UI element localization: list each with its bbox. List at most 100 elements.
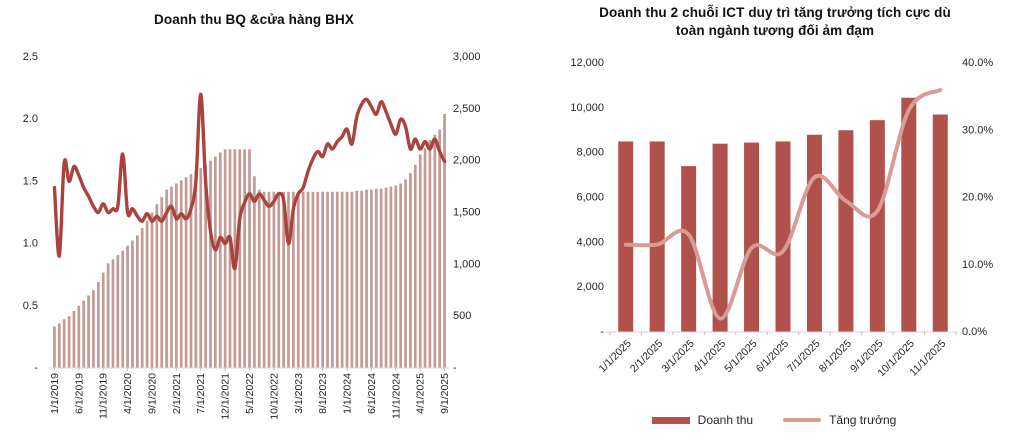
store-count-bar xyxy=(111,259,115,368)
store-count-bar xyxy=(140,228,144,368)
revenue-bar xyxy=(649,141,665,332)
ict-revenue-bars xyxy=(618,97,948,332)
store-count-bar xyxy=(62,319,66,368)
y-left-tick-label: 6,000 xyxy=(576,192,604,204)
x-tick-label: 3/1/2023 xyxy=(293,373,305,414)
y-right-tick-label: 30.0% xyxy=(962,124,993,136)
store-count-bar xyxy=(267,191,271,368)
x-tick-label: 9/1/2020 xyxy=(146,373,158,414)
store-count-bar xyxy=(443,114,446,369)
store-count-bar xyxy=(160,196,164,368)
x-tick-label: 9/1/2025 xyxy=(439,373,451,414)
y-left-tick-label: 4,000 xyxy=(576,236,604,248)
store-count-bar xyxy=(404,179,407,368)
y-left-tick-label: - xyxy=(600,326,604,338)
legend-label-doanh-thu: Doanh thu xyxy=(697,413,754,427)
store-count-bar xyxy=(238,149,242,368)
y-left-tick-label: 10,000 xyxy=(570,102,604,114)
store-count-bar xyxy=(370,189,373,368)
store-count-bar xyxy=(179,180,183,368)
store-count-bar xyxy=(379,188,383,368)
x-tick-label: 6/1/2025 xyxy=(754,338,791,375)
revenue-bar xyxy=(806,134,822,332)
bhx-store-bars xyxy=(53,114,446,369)
y-right-tick-label: 10.0% xyxy=(962,259,993,271)
store-count-bar xyxy=(433,134,437,368)
store-count-bar xyxy=(350,191,354,368)
x-axis-labels: 1/1/2019 6/1/2019 11/1/2019 4/1/2020 9/1/202… xyxy=(49,373,451,420)
revenue-bar xyxy=(901,97,917,332)
y-axis-left-labels: 12,000 10,000 8,000 6,000 4,000 2,000 - xyxy=(570,57,604,338)
store-count-bar xyxy=(311,191,315,368)
x-tick-label: 11/1/2024 xyxy=(390,373,402,419)
store-count-bar xyxy=(384,187,388,368)
x-tick-label: 11/1/2019 xyxy=(98,373,110,419)
x-axis-labels: 1/1/20252/1/20253/1/20254/1/20255/1/2025… xyxy=(596,338,948,380)
y-right-tick-label: 20.0% xyxy=(962,192,993,204)
x-tick-label: 4/1/2025 xyxy=(691,338,728,375)
store-count-bar xyxy=(374,188,378,368)
store-count-bar xyxy=(218,152,222,368)
revenue-bar xyxy=(681,166,697,332)
store-count-bar xyxy=(116,255,120,368)
y-left-tick-label: 0.5 xyxy=(23,300,38,312)
x-tick-label: 1/1/2024 xyxy=(342,373,354,414)
revenue-bar xyxy=(744,142,760,332)
x-axis-ticks xyxy=(609,332,957,335)
x-axis-ticks xyxy=(53,368,446,371)
store-count-bar xyxy=(243,149,246,368)
store-count-bar xyxy=(214,156,217,368)
revenue-bar xyxy=(869,120,885,332)
store-count-bar xyxy=(394,185,398,368)
store-count-bar xyxy=(223,149,227,368)
store-count-bar xyxy=(189,174,193,368)
store-count-bar xyxy=(287,191,290,368)
x-tick-label: 7/1/2021 xyxy=(195,373,207,414)
y-left-tick-label: - xyxy=(34,362,38,374)
y-right-tick-label: 1,000 xyxy=(453,258,481,270)
store-count-bar xyxy=(77,305,81,368)
store-count-bar xyxy=(331,191,334,368)
revenue-bar xyxy=(618,141,634,332)
legend-label-tang-truong: Tăng trưởng xyxy=(829,413,897,427)
store-count-bar xyxy=(106,263,110,368)
x-tick-label: 10/1/2022 xyxy=(268,373,280,420)
revenue-bar xyxy=(838,130,854,332)
store-count-bar xyxy=(389,186,393,368)
y-right-tick-label: 40.0% xyxy=(962,57,993,69)
x-tick-label: 8/1/2023 xyxy=(317,373,329,414)
store-count-bar xyxy=(175,183,178,368)
store-count-bar xyxy=(316,191,320,368)
store-count-bar xyxy=(335,191,339,368)
store-count-bar xyxy=(301,191,305,368)
y-right-tick-label: - xyxy=(453,362,457,374)
store-count-bar xyxy=(355,190,359,368)
right-chart-title: Doanh thu 2 chuỗi ICT duy trì tăng trưởn… xyxy=(599,5,951,38)
store-count-bar xyxy=(131,240,134,368)
store-count-bar xyxy=(67,316,71,368)
x-tick-label: 5/1/2025 xyxy=(722,338,759,375)
y-axis-left-labels: 2.5 2.0 1.5 1.0 0.5 - xyxy=(23,51,39,374)
store-count-bar xyxy=(292,191,295,368)
x-tick-label: 5/1/2022 xyxy=(244,373,256,414)
y-left-tick-label: 2.0 xyxy=(23,113,38,125)
y-left-tick-label: 2,000 xyxy=(576,281,604,293)
store-count-bar xyxy=(121,250,125,368)
store-count-bar xyxy=(57,323,61,368)
x-tick-label: 1/1/2025 xyxy=(596,338,633,375)
store-count-bar xyxy=(423,148,427,368)
store-count-bar xyxy=(199,167,203,368)
right-chart-legend: Doanh thu Tăng trưởng xyxy=(516,413,1032,427)
y-axis-right-labels: 40.0% 30.0% 20.0% 10.0% 0.0% xyxy=(962,57,993,338)
store-count-bar xyxy=(428,139,432,368)
store-count-bar xyxy=(126,245,129,368)
left-chart: 2.5 2.0 1.5 1.0 0.5 - 3,000 2,500 2,000 1,500 1,00… xyxy=(23,51,481,420)
store-count-bar xyxy=(204,164,207,368)
store-count-bar xyxy=(418,154,422,368)
y-right-tick-label: 2,500 xyxy=(453,103,481,115)
store-count-bar xyxy=(277,191,281,368)
store-count-bar xyxy=(262,191,266,368)
store-count-bar xyxy=(87,295,90,368)
store-count-bar xyxy=(165,189,168,368)
